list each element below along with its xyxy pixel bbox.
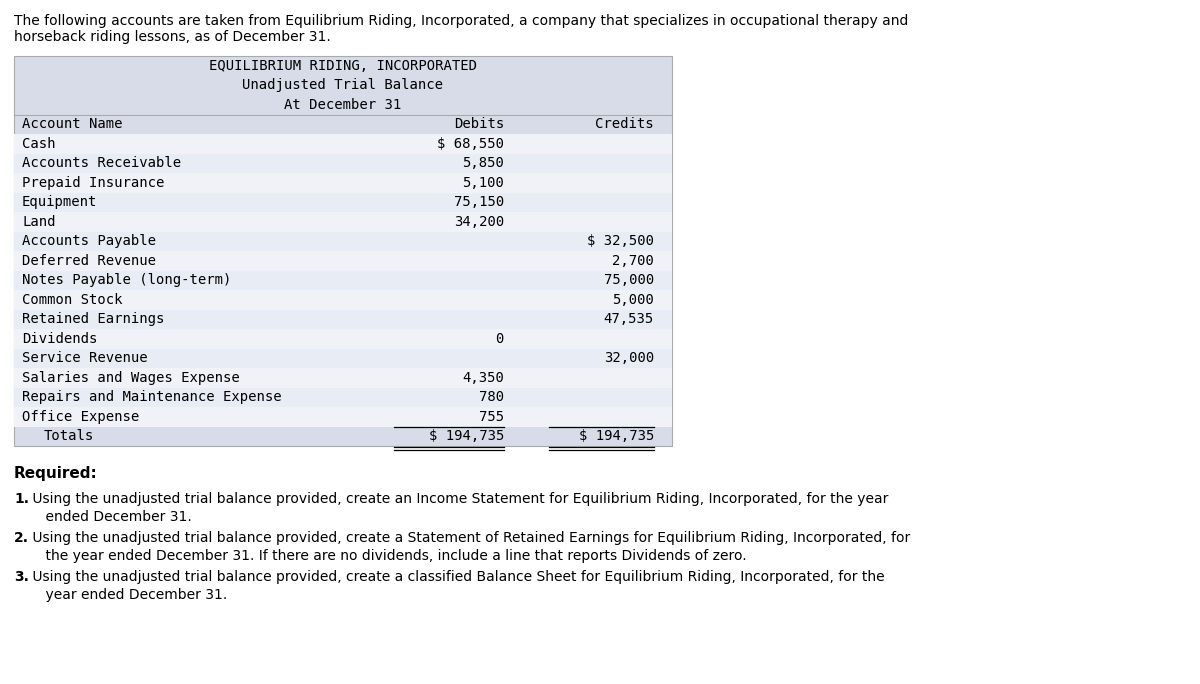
Text: Credits: Credits <box>595 117 654 131</box>
Text: At December 31: At December 31 <box>284 98 402 111</box>
FancyBboxPatch shape <box>14 56 672 446</box>
Text: Debits: Debits <box>454 117 504 131</box>
FancyBboxPatch shape <box>14 388 672 407</box>
Text: 47,535: 47,535 <box>604 313 654 326</box>
Text: 2,700: 2,700 <box>612 254 654 267</box>
Text: Accounts Receivable: Accounts Receivable <box>22 156 181 170</box>
Text: Salaries and Wages Expense: Salaries and Wages Expense <box>22 371 240 384</box>
Text: Required:: Required: <box>14 466 97 481</box>
Text: $ 194,735: $ 194,735 <box>578 430 654 443</box>
Text: 32,000: 32,000 <box>604 352 654 365</box>
Text: Deferred Revenue: Deferred Revenue <box>22 254 156 267</box>
Text: Using the unadjusted trial balance provided, create a classified Balance Sheet f: Using the unadjusted trial balance provi… <box>28 570 884 603</box>
Text: Dividends: Dividends <box>22 332 97 345</box>
Text: Service Revenue: Service Revenue <box>22 352 148 365</box>
Text: $ 194,735: $ 194,735 <box>428 430 504 443</box>
Text: $ 68,550: $ 68,550 <box>437 137 504 150</box>
Text: Retained Earnings: Retained Earnings <box>22 313 164 326</box>
Text: 75,150: 75,150 <box>454 195 504 209</box>
FancyBboxPatch shape <box>14 173 672 192</box>
FancyBboxPatch shape <box>14 134 672 153</box>
Text: 1.: 1. <box>14 492 29 506</box>
Text: Accounts Payable: Accounts Payable <box>22 234 156 248</box>
FancyBboxPatch shape <box>14 368 672 388</box>
FancyBboxPatch shape <box>14 329 672 349</box>
Text: 780: 780 <box>479 391 504 404</box>
Text: 0: 0 <box>496 332 504 345</box>
Text: 34,200: 34,200 <box>454 215 504 228</box>
Text: 5,850: 5,850 <box>462 156 504 170</box>
FancyBboxPatch shape <box>14 251 672 270</box>
FancyBboxPatch shape <box>14 153 672 173</box>
Text: 2.: 2. <box>14 531 29 545</box>
Text: The following accounts are taken from Equilibrium Riding, Incorporated, a compan: The following accounts are taken from Eq… <box>14 14 908 28</box>
Text: Prepaid Insurance: Prepaid Insurance <box>22 176 164 189</box>
Text: Using the unadjusted trial balance provided, create an Income Statement for Equi: Using the unadjusted trial balance provi… <box>28 492 888 525</box>
FancyBboxPatch shape <box>14 407 672 427</box>
Text: EQUILIBRIUM RIDING, INCORPORATED: EQUILIBRIUM RIDING, INCORPORATED <box>209 59 478 73</box>
FancyBboxPatch shape <box>14 290 672 309</box>
Text: Common Stock: Common Stock <box>22 293 122 306</box>
Text: $ 32,500: $ 32,500 <box>587 234 654 248</box>
Text: 75,000: 75,000 <box>604 273 654 287</box>
Text: Land: Land <box>22 215 55 228</box>
FancyBboxPatch shape <box>14 192 672 212</box>
Text: Account Name: Account Name <box>22 117 122 131</box>
Text: Totals: Totals <box>44 430 95 443</box>
Text: 755: 755 <box>479 410 504 424</box>
Text: 3.: 3. <box>14 570 29 584</box>
FancyBboxPatch shape <box>14 309 672 329</box>
Text: Office Expense: Office Expense <box>22 410 139 424</box>
FancyBboxPatch shape <box>14 212 672 231</box>
FancyBboxPatch shape <box>14 270 672 290</box>
Text: Using the unadjusted trial balance provided, create a Statement of Retained Earn: Using the unadjusted trial balance provi… <box>28 531 911 564</box>
Text: Repairs and Maintenance Expense: Repairs and Maintenance Expense <box>22 391 282 404</box>
Text: Equipment: Equipment <box>22 195 97 209</box>
Text: 4,350: 4,350 <box>462 371 504 384</box>
Text: Unadjusted Trial Balance: Unadjusted Trial Balance <box>242 78 444 92</box>
Text: 5,100: 5,100 <box>462 176 504 189</box>
Text: Notes Payable (long-term): Notes Payable (long-term) <box>22 273 232 287</box>
Text: Cash: Cash <box>22 137 55 150</box>
FancyBboxPatch shape <box>14 349 672 368</box>
Text: 5,000: 5,000 <box>612 293 654 306</box>
FancyBboxPatch shape <box>14 231 672 251</box>
Text: horseback riding lessons, as of December 31.: horseback riding lessons, as of December… <box>14 30 331 44</box>
